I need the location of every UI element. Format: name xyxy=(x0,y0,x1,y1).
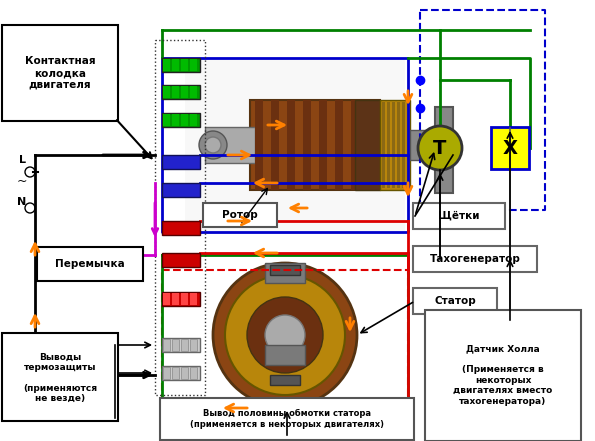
Bar xyxy=(190,114,197,126)
Bar xyxy=(303,100,311,190)
Bar xyxy=(162,113,200,127)
Bar xyxy=(172,367,179,379)
FancyBboxPatch shape xyxy=(160,398,414,440)
FancyBboxPatch shape xyxy=(425,310,581,441)
Text: N: N xyxy=(17,197,27,207)
FancyBboxPatch shape xyxy=(203,203,277,227)
Text: Контактная
колодка
двигателя: Контактная колодка двигателя xyxy=(24,56,95,90)
Bar xyxy=(270,265,300,275)
Bar xyxy=(205,127,255,163)
Circle shape xyxy=(225,275,345,395)
Bar xyxy=(162,338,200,352)
Bar xyxy=(265,263,305,283)
Bar xyxy=(190,293,197,305)
Circle shape xyxy=(265,315,305,355)
Text: Ротор: Ротор xyxy=(222,210,258,220)
Circle shape xyxy=(199,131,227,159)
Bar xyxy=(181,293,188,305)
Bar xyxy=(172,339,179,351)
Bar xyxy=(181,86,188,98)
Bar xyxy=(367,100,375,190)
Bar xyxy=(162,183,200,197)
Bar xyxy=(287,100,295,190)
Bar xyxy=(382,102,385,188)
Bar xyxy=(162,58,200,72)
Bar xyxy=(435,107,453,135)
Bar xyxy=(351,100,359,190)
Bar xyxy=(387,102,390,188)
Bar xyxy=(271,100,279,190)
Bar xyxy=(163,293,170,305)
Text: Щётки: Щётки xyxy=(439,211,480,221)
Circle shape xyxy=(213,263,357,407)
Bar xyxy=(397,102,400,188)
Bar xyxy=(162,85,200,99)
Circle shape xyxy=(205,137,221,153)
Bar xyxy=(410,130,430,160)
FancyBboxPatch shape xyxy=(413,288,497,314)
Text: Датчик Холла

(Применяется в
некоторых
двигателях вместо
тахогенератора): Датчик Холла (Применяется в некоторых дв… xyxy=(453,344,553,406)
Bar xyxy=(250,100,380,190)
Bar xyxy=(181,339,188,351)
Text: Статор: Статор xyxy=(434,296,476,306)
Bar xyxy=(319,100,327,190)
Bar xyxy=(162,366,200,380)
Bar xyxy=(190,339,197,351)
Text: Вывод половины обмотки статора
(применяется в некоторых двигателях): Вывод половины обмотки статора (применяе… xyxy=(190,409,384,429)
Bar xyxy=(181,114,188,126)
Bar xyxy=(172,59,179,71)
Bar xyxy=(435,165,453,193)
Bar xyxy=(172,114,179,126)
Text: T: T xyxy=(433,138,447,157)
Bar xyxy=(335,100,343,190)
Bar xyxy=(172,86,179,98)
FancyBboxPatch shape xyxy=(491,127,529,169)
FancyBboxPatch shape xyxy=(2,25,118,121)
Bar xyxy=(190,86,197,98)
Text: Перемычка: Перемычка xyxy=(55,259,125,269)
FancyBboxPatch shape xyxy=(413,246,537,272)
Bar xyxy=(270,375,300,385)
Bar xyxy=(265,345,305,365)
Bar xyxy=(392,102,395,188)
Text: ~: ~ xyxy=(17,175,27,188)
Bar xyxy=(172,293,179,305)
Bar xyxy=(163,59,170,71)
Bar xyxy=(190,59,197,71)
Bar xyxy=(181,59,188,71)
Bar xyxy=(255,100,263,190)
Text: Выводы
термозащиты

(применяются
не везде): Выводы термозащиты (применяются не везде… xyxy=(23,353,97,404)
Bar xyxy=(185,58,405,232)
Text: Тахогенератор: Тахогенератор xyxy=(430,254,521,264)
Bar xyxy=(181,367,188,379)
Circle shape xyxy=(418,126,462,170)
Text: X: X xyxy=(503,138,518,157)
Bar xyxy=(402,102,405,188)
Bar xyxy=(162,221,200,235)
Bar xyxy=(380,100,410,190)
Circle shape xyxy=(247,297,323,373)
FancyBboxPatch shape xyxy=(37,247,143,281)
Bar xyxy=(355,100,380,190)
FancyBboxPatch shape xyxy=(413,203,505,229)
Text: L: L xyxy=(18,155,26,165)
Bar xyxy=(163,86,170,98)
Bar xyxy=(190,367,197,379)
Bar xyxy=(163,367,170,379)
Bar xyxy=(162,253,200,267)
FancyBboxPatch shape xyxy=(2,333,118,421)
Bar xyxy=(163,339,170,351)
Bar xyxy=(163,114,170,126)
Bar xyxy=(162,292,200,306)
Bar xyxy=(162,155,200,169)
